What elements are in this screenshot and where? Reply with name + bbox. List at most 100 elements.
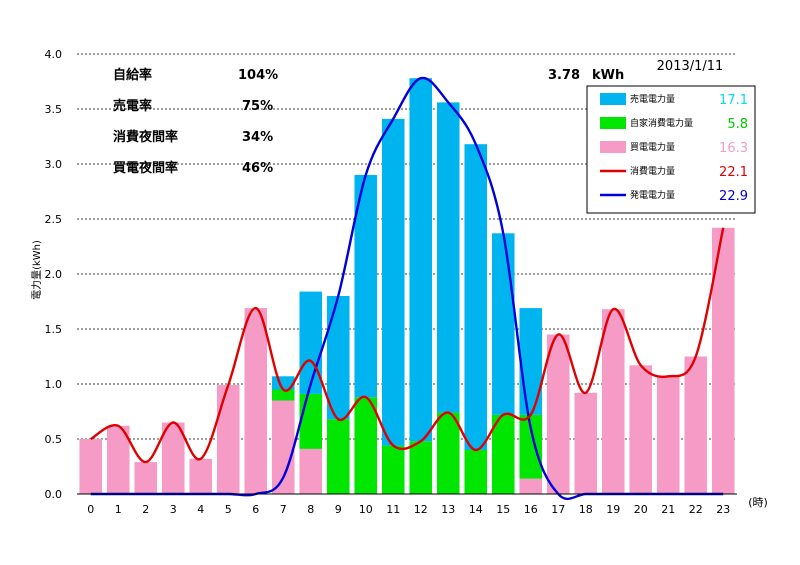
bar-sell bbox=[381, 118, 405, 446]
y-tick-label: 1.0 bbox=[45, 378, 63, 391]
peak-value: 3.78 bbox=[548, 68, 580, 83]
x-tick-label: 4 bbox=[197, 503, 204, 516]
x-tick-label: 1 bbox=[115, 503, 122, 516]
y-tick-label: 3.5 bbox=[45, 103, 63, 116]
legend-label: 買電電力量 bbox=[630, 141, 675, 153]
legend-swatch bbox=[600, 141, 626, 153]
bar-buy bbox=[134, 462, 158, 494]
bar-self-consumption bbox=[326, 419, 350, 494]
bar-buy bbox=[79, 439, 103, 494]
stat-label: 自給率 bbox=[113, 67, 152, 83]
x-tick-label: 7 bbox=[280, 503, 287, 516]
bar-buy bbox=[299, 448, 323, 494]
stat-value: 75% bbox=[242, 99, 273, 114]
x-tick-label: 16 bbox=[524, 503, 538, 516]
bar-sell bbox=[436, 102, 460, 413]
x-tick-label: 11 bbox=[386, 503, 400, 516]
x-tick-label: 9 bbox=[335, 503, 342, 516]
bar-buy bbox=[601, 309, 625, 494]
x-tick-label: 18 bbox=[579, 503, 593, 516]
bar-self-consumption bbox=[299, 393, 323, 449]
legend-label: 自家消費電力量 bbox=[630, 117, 693, 129]
bar-self-consumption bbox=[464, 450, 488, 494]
bar-buy bbox=[711, 227, 735, 495]
stat-label: 買電夜間率 bbox=[113, 160, 178, 176]
legend-swatch bbox=[600, 93, 626, 105]
bar-buy bbox=[244, 308, 268, 494]
x-tick-label: 21 bbox=[661, 503, 675, 516]
bar-sell bbox=[354, 175, 378, 398]
x-tick-label: 5 bbox=[225, 503, 232, 516]
x-tick-label: 6 bbox=[252, 503, 259, 516]
x-tick-label: 15 bbox=[496, 503, 510, 516]
bar-sell bbox=[519, 308, 543, 415]
consumption-line bbox=[90, 227, 725, 464]
chart-date: 2013/1/11 bbox=[657, 59, 724, 74]
bar-self-consumption bbox=[409, 441, 433, 494]
y-tick-label: 0.0 bbox=[45, 488, 63, 501]
y-axis-ticks: 0.0 0.5 1.0 1.5 2.0 2.5 3.0 3.5 4.0 bbox=[45, 48, 63, 501]
x-tick-label: 2 bbox=[142, 503, 149, 516]
legend-value: 17.1 bbox=[719, 93, 748, 108]
y-tick-label: 3.0 bbox=[45, 158, 63, 171]
y-axis-label: 電力量(kWh) bbox=[30, 240, 43, 300]
legend-swatch bbox=[600, 117, 626, 129]
stats-block: 自給率 104% 売電率 75% 消費夜間率 34% 買電夜間率 46% bbox=[113, 67, 278, 176]
bar-self-consumption bbox=[381, 445, 405, 494]
y-tick-label: 2.0 bbox=[45, 268, 63, 281]
bar-buy bbox=[161, 422, 185, 494]
bar-buy bbox=[656, 376, 680, 494]
peak-unit: kWh bbox=[592, 68, 624, 83]
y-tick-label: 4.0 bbox=[45, 48, 63, 61]
bar-buy bbox=[574, 392, 598, 494]
bar-buy bbox=[216, 385, 240, 494]
grid-lines bbox=[77, 53, 737, 440]
bar-self-consumption bbox=[491, 414, 515, 494]
y-tick-label: 2.5 bbox=[45, 213, 63, 226]
bar-buy bbox=[519, 478, 543, 494]
x-tick-label: 23 bbox=[716, 503, 730, 516]
bar-self-consumption bbox=[519, 414, 543, 479]
stat-label: 消費夜間率 bbox=[113, 129, 178, 145]
bar-sell bbox=[299, 291, 323, 394]
legend-value: 16.3 bbox=[719, 141, 748, 156]
legend-label: 消費電力量 bbox=[630, 165, 675, 177]
x-tick-label: 10 bbox=[359, 503, 373, 516]
x-tick-label: 3 bbox=[170, 503, 177, 516]
y-tick-label: 1.5 bbox=[45, 323, 63, 336]
legend-value: 22.1 bbox=[719, 165, 748, 180]
bar-sell bbox=[326, 296, 350, 420]
bar-buy bbox=[629, 365, 653, 494]
x-tick-label: 12 bbox=[414, 503, 428, 516]
bar-self-consumption bbox=[436, 412, 460, 494]
legend-value: 22.9 bbox=[719, 189, 748, 204]
legend-label: 売電電力量 bbox=[630, 93, 675, 105]
stat-value: 34% bbox=[242, 130, 273, 145]
bar-buy bbox=[684, 356, 708, 494]
bar-buy bbox=[189, 458, 213, 494]
y-tick-label: 0.5 bbox=[45, 433, 63, 446]
bar-buy bbox=[271, 400, 295, 494]
x-tick-label: 19 bbox=[606, 503, 620, 516]
x-tick-label: 20 bbox=[634, 503, 648, 516]
x-tick-label: 22 bbox=[689, 503, 703, 516]
x-tick-label: 17 bbox=[551, 503, 565, 516]
x-tick-label: 14 bbox=[469, 503, 483, 516]
x-tick-label: 8 bbox=[307, 503, 314, 516]
legend-value: 5.8 bbox=[727, 117, 748, 132]
bar-sell bbox=[491, 233, 515, 415]
x-tick-label: 13 bbox=[441, 503, 455, 516]
legend-label: 発電電力量 bbox=[630, 189, 675, 201]
stat-value: 46% bbox=[242, 161, 273, 176]
legend: 売電電力量 17.1 自家消費電力量 5.8 買電電力量 16.3 消費電力量 22.1 発電電… bbox=[586, 85, 756, 214]
x-axis-ticks: 0 1 2 3 4 5 6 7 8 9 10 11 12 13 14 15 16 17 18 19 20 21 22 23 bbox=[87, 503, 730, 516]
stat-value: 104% bbox=[238, 68, 278, 83]
bar-self-consumption bbox=[354, 397, 378, 494]
bar-buy bbox=[106, 425, 130, 494]
stat-label: 売電率 bbox=[113, 98, 152, 114]
bar-buy bbox=[546, 334, 570, 494]
x-tick-label: 0 bbox=[87, 503, 94, 516]
bar-sell bbox=[464, 144, 488, 450]
bar-sell bbox=[409, 78, 433, 442]
